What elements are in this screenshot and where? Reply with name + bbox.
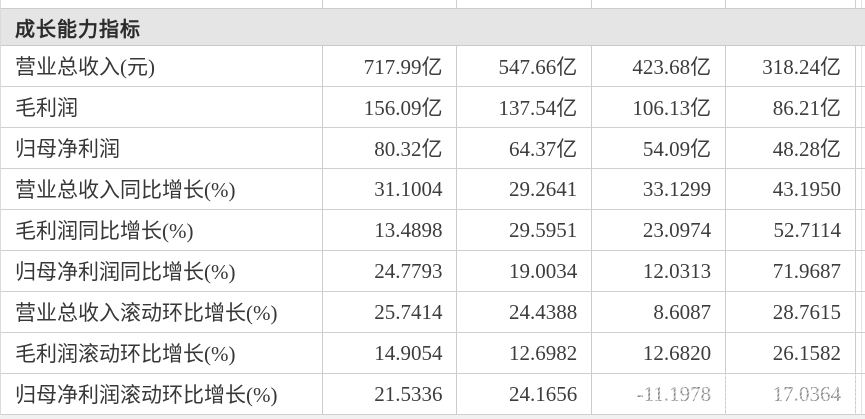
watermark-faded-value-cell: -11.1978 — [592, 374, 727, 414]
table-row: 归母净利润同比增长(%) 24.7793 19.0034 12.0313 71.… — [1, 251, 865, 292]
cropped-row-cell — [1, 0, 323, 8]
table-row: 归母净利润滚动环比增长(%) 21.5336 24.1656 -11.1978 … — [1, 374, 865, 415]
value-cell: 52.7114 — [726, 210, 856, 250]
value-cell: 48.28亿 — [726, 128, 856, 168]
value-cell: 717.99亿 — [323, 46, 458, 86]
cropped-next-column — [856, 333, 865, 373]
cropped-row-cell — [457, 0, 593, 8]
cropped-next-column — [856, 210, 865, 250]
metric-label-cell: 归母净利润 — [1, 128, 323, 168]
value-cell: 423.68亿 — [592, 46, 727, 86]
value-cell: 12.6982 — [457, 333, 593, 373]
table-row: 归母净利润 80.32亿 64.37亿 54.09亿 48.28亿 — [1, 128, 865, 169]
metric-label-cell: 营业总收入(元) — [1, 46, 323, 86]
metric-label-cell: 归母净利润同比增长(%) — [1, 251, 323, 291]
value-cell: 318.24亿 — [726, 46, 856, 86]
value-cell: 33.1299 — [592, 169, 727, 209]
metric-label-cell: 归母净利润滚动环比增长(%) — [1, 374, 323, 414]
cropped-next-column — [856, 374, 865, 414]
cropped-row-cell — [323, 0, 458, 8]
cropped-next-column — [856, 251, 865, 291]
value-cell: 29.2641 — [457, 169, 593, 209]
value-cell: 25.7414 — [323, 292, 458, 332]
table-row: 营业总收入滚动环比增长(%) 25.7414 24.4388 8.6087 28… — [1, 292, 865, 333]
value-cell: 29.5951 — [457, 210, 593, 250]
value-cell: 8.6087 — [592, 292, 727, 332]
metric-label-cell: 毛利润滚动环比增长(%) — [1, 333, 323, 373]
value-cell: 156.09亿 — [323, 87, 458, 127]
value-cell: 26.1582 — [726, 333, 856, 373]
page-background-strip — [0, 415, 865, 419]
cropped-next-column — [856, 169, 865, 209]
metric-label-cell: 营业总收入滚动环比增长(%) — [1, 292, 323, 332]
cropped-next-column — [856, 46, 865, 86]
value-cell: 14.9054 — [323, 333, 458, 373]
value-cell: 23.0974 — [592, 210, 727, 250]
cropped-row-cell — [592, 0, 727, 8]
value-cell: 24.7793 — [323, 251, 458, 291]
value-cell: 547.66亿 — [457, 46, 593, 86]
value-cell: 12.6820 — [592, 333, 727, 373]
table-row: 毛利润 156.09亿 137.54亿 106.13亿 86.21亿 — [1, 87, 865, 128]
metric-label-cell: 营业总收入同比增长(%) — [1, 169, 323, 209]
value-cell: 12.0313 — [592, 251, 727, 291]
metric-label-cell: 毛利润同比增长(%) — [1, 210, 323, 250]
metric-label-cell: 毛利润 — [1, 87, 323, 127]
cropped-row-cell — [856, 0, 865, 8]
value-cell: 31.1004 — [323, 169, 458, 209]
value-cell: 24.4388 — [457, 292, 593, 332]
value-cell: 64.37亿 — [457, 128, 593, 168]
value-cell: 21.5336 — [323, 374, 458, 414]
value-cell: 137.54亿 — [457, 87, 593, 127]
table-row: 营业总收入同比增长(%) 31.1004 29.2641 33.1299 43.… — [1, 169, 865, 210]
table-row: 毛利润同比增长(%) 13.4898 29.5951 23.0974 52.71… — [1, 210, 865, 251]
section-title: 成长能力指标 — [15, 18, 141, 41]
value-cell: 13.4898 — [323, 210, 458, 250]
cropped-next-column — [856, 292, 865, 332]
cropped-row-cell — [726, 0, 856, 8]
value-cell: 28.7615 — [726, 292, 856, 332]
value-cell: 24.1656 — [457, 374, 593, 414]
value-cell: 71.9687 — [726, 251, 856, 291]
table-row: 营业总收入(元) 717.99亿 547.66亿 423.68亿 318.24亿 — [1, 46, 865, 87]
value-cell: 43.1950 — [726, 169, 856, 209]
value-cell: 106.13亿 — [592, 87, 727, 127]
value-cell: 86.21亿 — [726, 87, 856, 127]
value-cell: 19.0034 — [457, 251, 593, 291]
section-header-row: 成长能力指标 — [1, 8, 865, 46]
value-cell: 54.09亿 — [592, 128, 727, 168]
table-row: 毛利润滚动环比增长(%) 14.9054 12.6982 12.6820 26.… — [1, 333, 865, 374]
watermark-faded-value-cell: 17.0364 — [726, 374, 856, 414]
cropped-next-column — [856, 87, 865, 127]
value-cell: 80.32亿 — [323, 128, 458, 168]
cropped-next-column — [856, 128, 865, 168]
cropped-previous-row — [1, 0, 865, 8]
